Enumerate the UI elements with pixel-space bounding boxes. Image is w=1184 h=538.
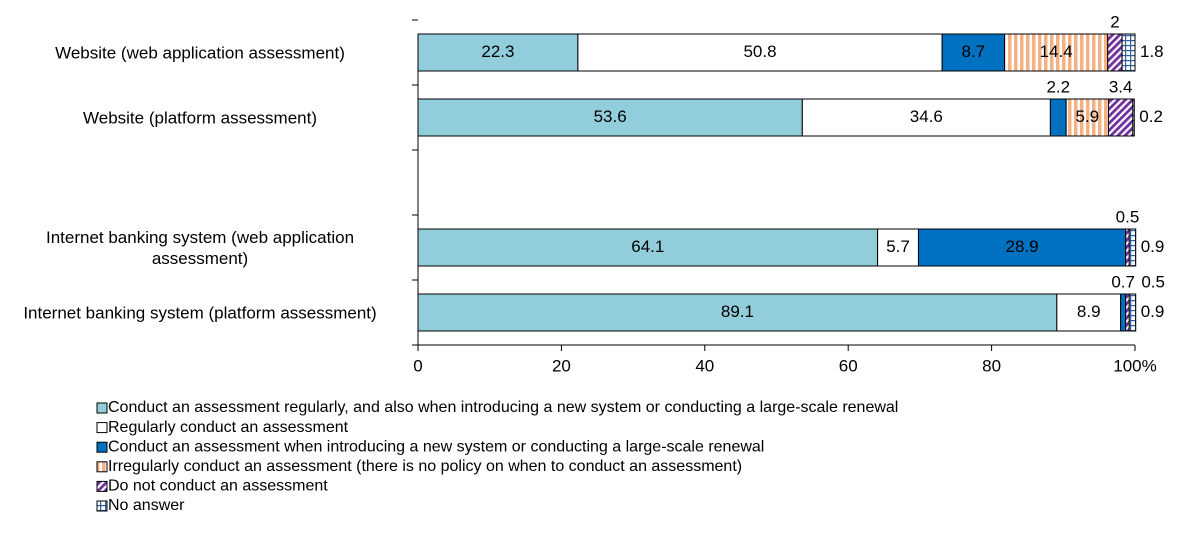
- value-label: 0.2: [1139, 107, 1163, 126]
- category-label: Website (web application assessment): [55, 43, 345, 62]
- bar-segment: [1121, 33, 1136, 72]
- x-tick-label: 80: [982, 356, 1001, 375]
- value-label: 0.9: [1141, 302, 1165, 321]
- value-label: 0.5: [1141, 272, 1165, 291]
- value-label: 8.9: [1077, 302, 1101, 321]
- value-label: 34.6: [910, 107, 943, 126]
- legend-swatch: [96, 500, 108, 512]
- bar-segment: [1107, 98, 1134, 137]
- legend-label: Do not conduct an assessment: [108, 478, 328, 495]
- value-label: 50.8: [743, 42, 776, 61]
- value-label: 64.1: [631, 237, 664, 256]
- bar-segment: [801, 98, 1051, 137]
- bar-segment: [917, 228, 1127, 267]
- value-label: 0.9: [1141, 237, 1165, 256]
- legend-label: Conduct an assessment regularly, and als…: [108, 399, 898, 416]
- legend-swatch: [96, 422, 108, 434]
- bar-segment: [1128, 293, 1137, 332]
- bar-segment: [1049, 98, 1067, 137]
- bar-segment: [1056, 293, 1122, 332]
- value-label: 5.7: [886, 237, 910, 256]
- value-label: 28.9: [1006, 237, 1039, 256]
- bar-segment: [941, 33, 1006, 72]
- value-label: 89.1: [721, 302, 754, 321]
- legend-label: Conduct an assessment when introducing a…: [108, 438, 764, 455]
- legend-label: Irregularly conduct an assessment (there…: [108, 458, 742, 475]
- category-label: Website (platform assessment): [83, 108, 317, 127]
- bar-segment: [1065, 98, 1109, 137]
- value-label: 2.2: [1046, 77, 1070, 96]
- category-label: Internet banking system (platform assess…: [23, 303, 377, 322]
- bar-segment: [1107, 33, 1123, 72]
- value-label: 5.9: [1075, 107, 1099, 126]
- value-label: 0.5: [1116, 207, 1140, 226]
- value-label: 0.7: [1111, 272, 1135, 291]
- bar-segment: [1128, 228, 1137, 267]
- bar-segment: [417, 293, 1058, 332]
- legend: Conduct an assessment regularly, and als…: [96, 399, 898, 514]
- value-label: 1.8: [1140, 42, 1164, 61]
- bar-segment: [1120, 293, 1127, 332]
- value-label: 53.6: [594, 107, 627, 126]
- x-tick-label: 40: [695, 356, 714, 375]
- x-tick-label: 0: [413, 356, 422, 375]
- value-label: 14.4: [1040, 42, 1073, 61]
- bar-segment: [1132, 98, 1135, 137]
- legend-swatch: [96, 402, 108, 414]
- legend-swatch: [96, 480, 108, 492]
- x-tick-label: 20: [552, 356, 571, 375]
- x-tick-label: 60: [839, 356, 858, 375]
- value-label: 2: [1110, 12, 1119, 31]
- bar-segment: [417, 228, 879, 267]
- legend-swatch: [96, 461, 108, 473]
- legend-label: Regularly conduct an assessment: [108, 419, 349, 436]
- legend-swatch: [96, 441, 108, 453]
- x-tick-label: 100%: [1113, 356, 1156, 375]
- bar-segment: [1125, 228, 1130, 267]
- category-label: Internet banking system (web application…: [45, 227, 355, 268]
- bar-segment: [1125, 293, 1130, 332]
- value-label: 8.7: [961, 42, 985, 61]
- value-label: 22.3: [481, 42, 514, 61]
- legend-label: No answer: [108, 497, 185, 514]
- value-label: 3.4: [1109, 77, 1133, 96]
